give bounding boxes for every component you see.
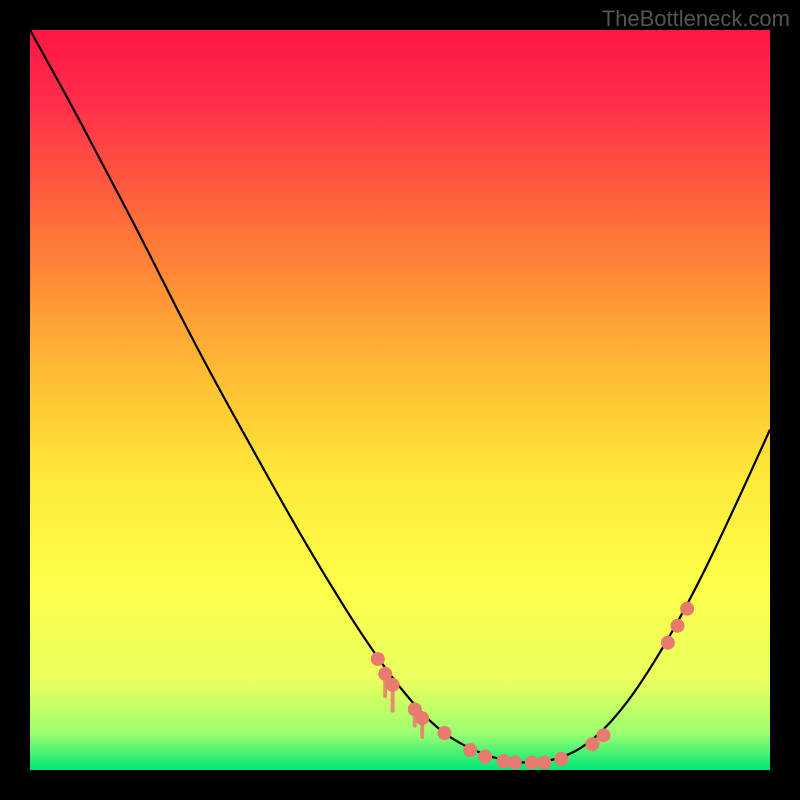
data-marker	[379, 667, 392, 680]
data-marker	[538, 756, 551, 769]
data-marker	[555, 752, 568, 765]
data-marker	[416, 712, 429, 725]
data-marker	[479, 750, 492, 763]
chart-curve-layer	[30, 30, 770, 770]
data-marker	[661, 636, 674, 649]
data-marker	[371, 653, 384, 666]
data-marker	[597, 729, 610, 742]
plot-area	[30, 30, 770, 770]
data-markers	[371, 602, 693, 769]
data-marker	[508, 756, 521, 769]
watermark-text: TheBottleneck.com	[602, 6, 790, 32]
data-marker	[525, 756, 538, 769]
data-marker	[438, 727, 451, 740]
data-marker	[386, 678, 399, 691]
data-marker	[671, 619, 684, 632]
data-marker	[586, 738, 599, 751]
bottleneck-curve	[30, 30, 770, 763]
data-marker	[681, 602, 694, 615]
data-marker	[464, 744, 477, 757]
